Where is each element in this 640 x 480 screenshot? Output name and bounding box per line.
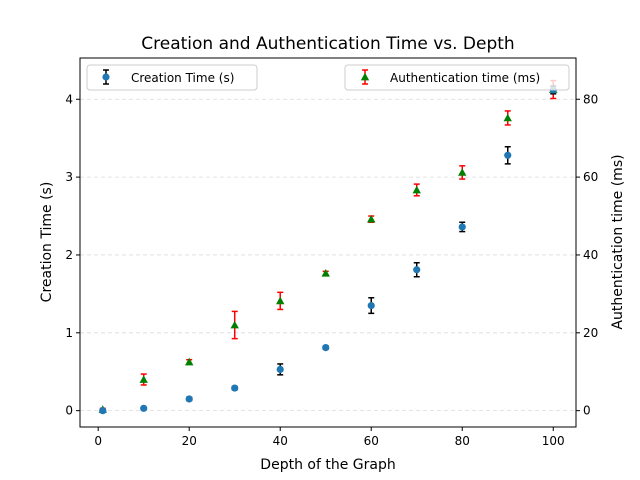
data-point [322,343,330,352]
y-axis-right: 0 20 40 60 80 [576,92,598,418]
x-tick-label: 80 [455,434,470,448]
chart-title: Creation and Authentication Time vs. Dep… [141,34,514,54]
legend-right-box [344,64,570,91]
data-point [139,375,148,383]
data-point [99,407,107,415]
y-right-tick-label: 80 [583,92,598,106]
data-point [367,214,376,223]
x-tick-label: 60 [364,434,379,448]
data-point [503,113,512,122]
legend-left-symbol [102,69,110,85]
data-point [412,185,421,194]
y-left-tick-label: 0 [65,404,73,418]
y-left-tick-label: 2 [65,248,73,262]
legend-left: Creation Time (s) [86,64,258,91]
x-tick-label: 40 [273,434,288,448]
y-right-tick-label: 20 [583,326,598,340]
legend-right-label: Authentication time (ms) [390,71,540,85]
data-point [185,357,194,366]
data-point [458,223,466,231]
x-axis: 0 20 40 60 80 100 [94,427,565,448]
y-right-tick-label: 60 [583,170,598,184]
legend-marker [360,72,370,81]
data-point [185,395,193,403]
x-axis-title: Depth of the Graph [260,457,395,473]
gridlines [80,98,576,412]
y-axis-right-title: Authentication time (ms) [610,154,626,329]
y-axis-left: 0 1 2 3 4 [65,92,80,418]
legend-right: Authentication time (ms) [344,64,570,91]
data-point [321,269,330,277]
legend-marker [102,73,110,81]
x-tick-label: 0 [94,434,102,448]
data-point [140,404,148,412]
y-left-tick-label: 1 [65,326,73,340]
data-point [276,296,285,305]
legend-right-symbol [360,69,370,85]
x-tick-label: 20 [182,434,197,448]
data-point [276,365,284,373]
data-point [367,301,375,310]
x-tick-label: 100 [542,434,565,448]
data-point [413,266,421,274]
plot-frame [79,57,577,428]
y-right-tick-label: 40 [583,248,598,262]
y-axis-left-title: Creation Time (s) [39,182,55,303]
y-left-tick-label: 3 [65,170,73,184]
data-point [230,320,239,329]
data-point [231,384,239,392]
y-left-tick-label: 4 [65,92,73,106]
data-point [458,168,467,176]
legend-left-label: Creation Time (s) [131,71,234,85]
y-right-tick-label: 0 [583,404,591,418]
data-point [504,151,512,159]
legend-left-box [86,64,258,91]
